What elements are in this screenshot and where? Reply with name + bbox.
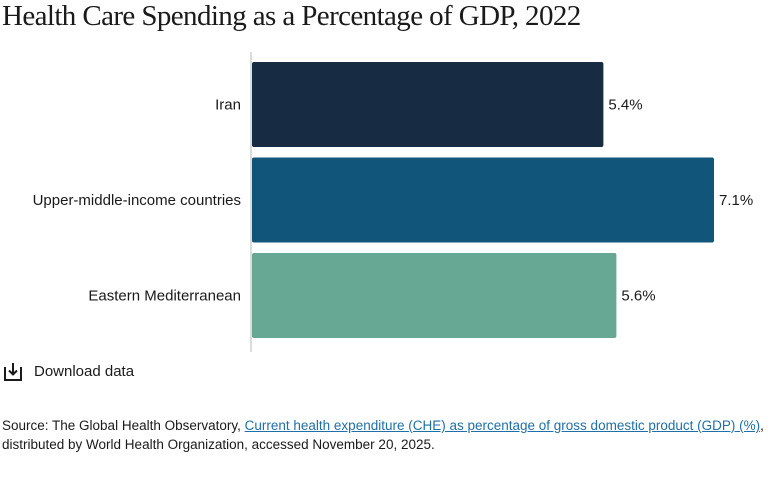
bar-eastern-mediterranean xyxy=(252,253,617,338)
bars-group: Iran 5.4% Upper-middle-income countries 7.1… xyxy=(33,62,753,338)
source-suffix: , distributed by World Health Organizati… xyxy=(2,418,764,452)
download-icon xyxy=(4,363,22,381)
download-data-label: Download data xyxy=(34,363,135,380)
bar-iran xyxy=(252,62,604,147)
chart-title: Health Care Spending as a Percentage of … xyxy=(2,0,581,32)
source-note: Source: The Global Health Observatory, C… xyxy=(2,416,772,454)
category-label-iran: Iran xyxy=(215,97,241,114)
category-label-eastern-mediterranean: Eastern Mediterranean xyxy=(88,288,241,305)
value-label-upper-middle-income-countries: 7.1% xyxy=(719,192,753,209)
value-label-eastern-mediterranean: 5.6% xyxy=(621,288,655,305)
source-link[interactable]: Current health expenditure (CHE) as perc… xyxy=(244,418,761,433)
bar-upper-middle-income-countries xyxy=(252,157,714,243)
download-data-button[interactable]: Download data xyxy=(4,362,134,381)
bar-chart: Iran 5.4% Upper-middle-income countries 7.1… xyxy=(33,52,753,352)
value-label-iran: 5.4% xyxy=(608,97,642,114)
source-prefix: Source: The Global Health Observatory, xyxy=(2,418,245,433)
category-label-upper-middle-income-countries: Upper-middle-income countries xyxy=(33,192,241,209)
